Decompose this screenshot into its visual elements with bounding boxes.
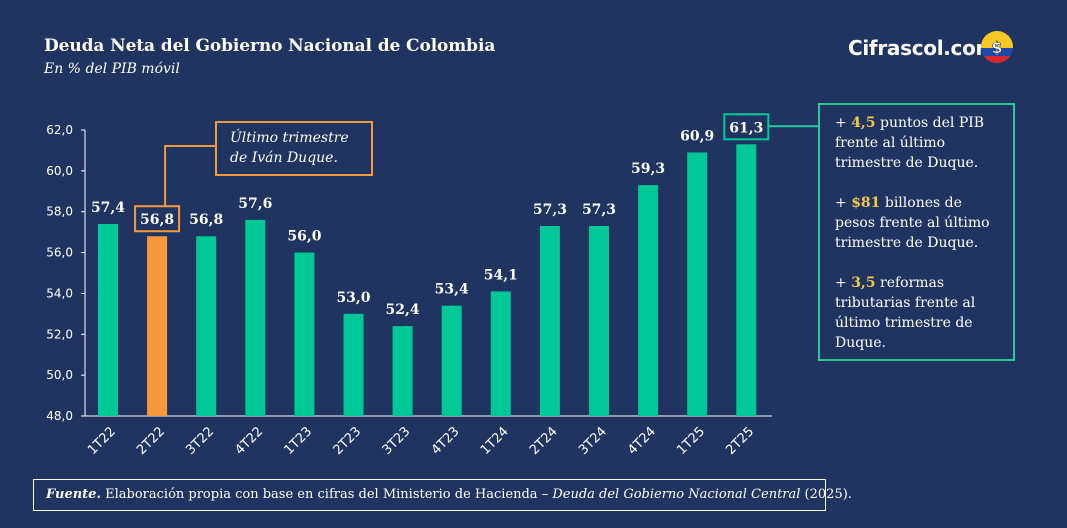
x-tick-label: 2T25 bbox=[723, 424, 757, 458]
bar-4T22 bbox=[245, 219, 266, 416]
x-tick-label: 4T22 bbox=[232, 424, 266, 458]
info-highlight: $81 bbox=[851, 195, 881, 211]
bar-1T23 bbox=[294, 252, 315, 416]
bar-2T25 bbox=[736, 144, 757, 417]
data-label-3T23: 52,4 bbox=[386, 302, 420, 318]
data-label-1T23: 56,0 bbox=[287, 229, 321, 245]
bar-4T23 bbox=[441, 305, 462, 416]
data-label-1T22: 57,4 bbox=[91, 200, 125, 216]
x-tick-label: 3T23 bbox=[380, 424, 414, 458]
source-label: Fuente. bbox=[46, 487, 101, 502]
x-tick-label: 1T23 bbox=[281, 424, 315, 458]
y-tick-label: 48,0 bbox=[46, 409, 73, 423]
x-axis: 1T22 2T22 3T22 4T22 1T23 2T23 3T23 4T23 1T24 2T24… bbox=[85, 415, 772, 458]
x-tick-label: 3T24 bbox=[576, 424, 610, 458]
data-label-4T23: 53,4 bbox=[435, 282, 469, 298]
y-tick-label: 54,0 bbox=[46, 286, 73, 300]
info-item-reformas: + 3,5 reformas tributarias frente al últ… bbox=[835, 275, 976, 351]
chart-subtitle: En % del PIB móvil bbox=[44, 61, 180, 77]
y-tick-label: 52,0 bbox=[46, 327, 73, 341]
annotation-line-1: Último trimestre bbox=[230, 130, 349, 146]
source-document: Deuda del Gobierno Nacional Central bbox=[552, 487, 801, 502]
y-tick-label: 62,0 bbox=[46, 123, 73, 137]
svg-text:$: $ bbox=[991, 38, 1002, 57]
x-tick-label: 1T24 bbox=[478, 424, 512, 458]
y-tick-label: 50,0 bbox=[46, 368, 73, 382]
data-label-2T22: 56,8 bbox=[140, 212, 174, 228]
x-tick-label: 1T22 bbox=[85, 424, 119, 458]
coin-logo-icon: $ bbox=[981, 31, 1013, 63]
data-label-2T25: 61,3 bbox=[729, 120, 763, 136]
info-box: + 4,5 puntos del PIB frente al último tr… bbox=[818, 103, 1015, 361]
info-item-pib: + 4,5 puntos del PIB frente al último tr… bbox=[835, 115, 985, 171]
y-axis: 48,0 50,0 52,0 54,0 56,0 58,0 60,0 62,0 bbox=[46, 123, 86, 423]
brand-name[interactable]: Cifrascol.com bbox=[848, 36, 997, 60]
info-item-billones: + $81 billones de pesos frente al último… bbox=[835, 195, 990, 251]
data-label-2T23: 53,0 bbox=[336, 290, 370, 306]
bar-3T22 bbox=[196, 236, 217, 416]
label-box-2T22 bbox=[134, 205, 181, 233]
bar-2T22 bbox=[147, 236, 168, 416]
x-tick-label: 2T23 bbox=[331, 424, 365, 458]
bar-2T23 bbox=[343, 313, 364, 416]
x-tick-label: 4T24 bbox=[625, 424, 659, 458]
bar-3T24 bbox=[589, 226, 609, 416]
data-label-3T24: 57,3 bbox=[582, 202, 616, 218]
bars bbox=[98, 144, 757, 417]
chart-title: Deuda Neta del Gobierno Nacional de Colo… bbox=[44, 36, 496, 56]
annotation-connector bbox=[164, 145, 215, 207]
bar-3T23 bbox=[392, 326, 413, 416]
bar-1T25 bbox=[687, 152, 708, 416]
data-label-4T22: 57,6 bbox=[238, 196, 272, 212]
data-label-2T24: 57,3 bbox=[533, 202, 567, 218]
y-tick-label: 58,0 bbox=[46, 205, 73, 219]
x-tick-label: 3T22 bbox=[183, 424, 217, 458]
data-labels: 57,4 56,8 56,8 57,6 56,0 53,0 52,4 53,4 54,1 57,3… bbox=[91, 113, 770, 318]
x-tick-label: 2T22 bbox=[134, 424, 168, 458]
y-tick-label: 56,0 bbox=[46, 246, 73, 260]
info-highlight: 3,5 bbox=[851, 275, 876, 291]
duque-annotation: Último trimestre de Iván Duque. bbox=[215, 121, 373, 176]
bar-1T24 bbox=[490, 291, 511, 416]
x-tick-label: 4T23 bbox=[429, 424, 463, 458]
x-tick-label: 1T25 bbox=[674, 424, 708, 458]
y-tick-label: 60,0 bbox=[46, 164, 73, 178]
bar-4T24 bbox=[638, 185, 659, 416]
info-highlight: 4,5 bbox=[851, 115, 876, 131]
bar-1T22 bbox=[98, 223, 118, 416]
data-label-1T24: 54,1 bbox=[484, 267, 518, 283]
connectors bbox=[164, 125, 818, 207]
source-note: Fuente. Elaboración propia con base en c… bbox=[33, 479, 852, 511]
data-label-1T25: 60,9 bbox=[680, 128, 714, 144]
x-tick-label: 2T24 bbox=[527, 424, 561, 458]
data-label-3T22: 56,8 bbox=[189, 212, 223, 228]
bar-2T24 bbox=[539, 226, 560, 416]
data-label-4T24: 59,3 bbox=[631, 161, 665, 177]
annotation-line-2: de Iván Duque. bbox=[230, 150, 338, 166]
